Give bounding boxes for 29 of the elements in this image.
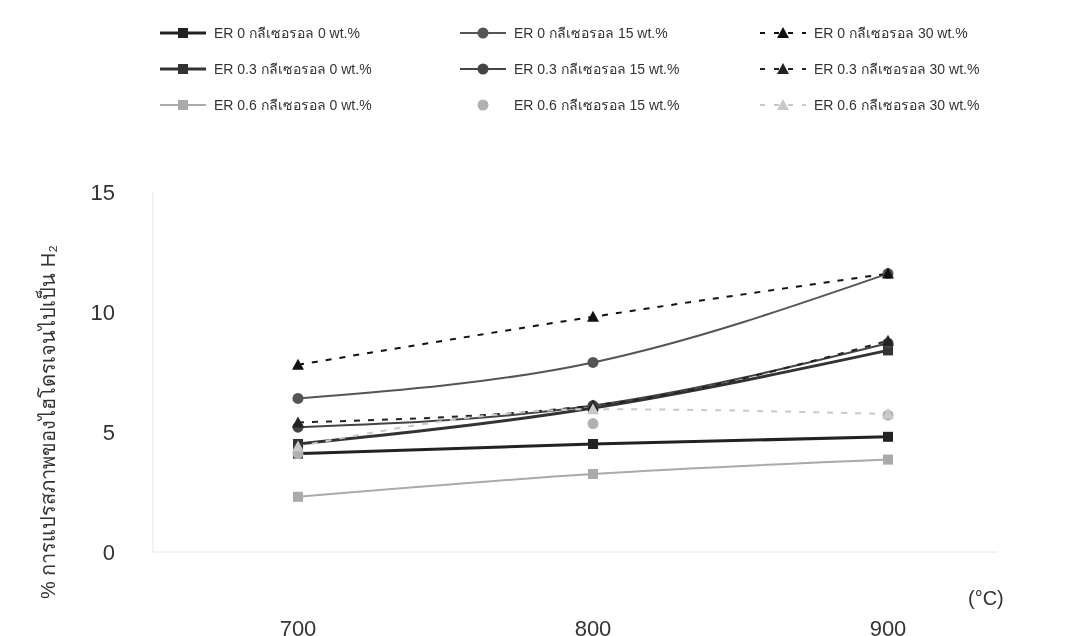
point	[588, 469, 598, 479]
legend-label: ER 0 กลีเซอรอล 15 wt.%	[514, 24, 668, 43]
point	[587, 418, 599, 430]
point	[293, 491, 303, 502]
y-tick-label: 5	[102, 419, 115, 445]
x-axis-title: (°C)	[968, 587, 1004, 610]
point	[587, 356, 599, 368]
y-axis-title: % การแปรสภาพของไฮโดรเจนไปเป็น H₂	[34, 244, 60, 600]
y-tick-label: 10	[90, 299, 115, 325]
legend-label: ER 0.3 กลีเซอรอล 30 wt.%	[814, 60, 980, 79]
x-tick-label: 700	[279, 615, 317, 636]
point	[588, 439, 598, 449]
legend-label: ER 0 กลีเซอรอล 0 wt.%	[214, 24, 360, 43]
point	[292, 392, 304, 404]
x-tick-label: 900	[869, 615, 907, 636]
y-tick-label: 0	[102, 539, 115, 565]
legend-label: ER 0 กลีเซอรอล 30 wt.%	[814, 24, 968, 43]
legend-label: ER 0.3 กลีเซอรอล 15 wt.%	[514, 60, 680, 79]
legend-label: ER 0.6 กลีเซอรอล 0 wt.%	[214, 96, 372, 115]
legend-label: ER 0.6 กลีเซอรอล 15 wt.%	[514, 96, 680, 115]
point	[883, 454, 893, 465]
y-tick-label: 15	[90, 179, 115, 205]
x-tick-label: 800	[574, 615, 612, 636]
legend-label: ER 0.3 กลีเซอรอล 0 wt.%	[214, 60, 372, 79]
point	[587, 310, 599, 322]
point	[883, 431, 893, 442]
point	[292, 358, 304, 370]
point	[292, 416, 304, 428]
legend-label: ER 0.6 กลีเซอรอล 30 wt.%	[814, 96, 980, 115]
